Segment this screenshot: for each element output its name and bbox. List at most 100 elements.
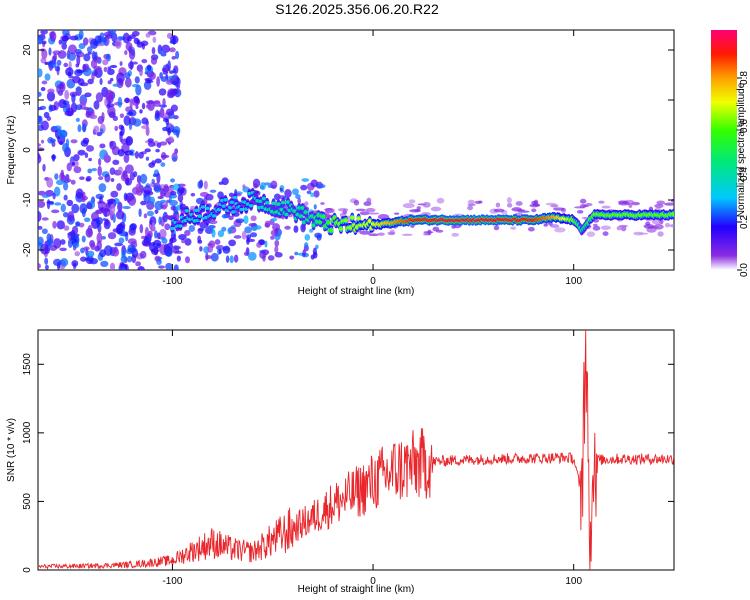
- heatmap-noise-blob: [52, 220, 57, 229]
- heatmap-noise-blob: [74, 251, 81, 257]
- heatmap-ridge-segment: [311, 223, 316, 228]
- heatmap-noise-blob: [135, 261, 142, 267]
- heatmap-noise-blob: [157, 265, 166, 269]
- heatmap-noise-blob: [68, 52, 77, 61]
- heatmap-noise-blob: [53, 258, 62, 267]
- heatmap-noise-blob: [310, 254, 315, 260]
- heatmap-noise-blob: [167, 127, 171, 136]
- heatmap-noise-blob: [118, 166, 123, 174]
- heatmap-noise-blob: [84, 92, 92, 98]
- heatmap-noise-blob: [211, 229, 216, 238]
- heatmap-noise-blob: [143, 185, 153, 195]
- colorbar-tick-label: 0.6: [739, 119, 750, 133]
- heatmap-noise-blob: [110, 190, 119, 198]
- heatmap-ridge-segment: [317, 220, 323, 224]
- heatmap-noise-blob: [82, 64, 88, 71]
- heatmap-noise-blob: [173, 246, 180, 250]
- colorbar-label: Normalized spectral amplitude: [736, 82, 747, 217]
- heatmap-noise-blob: [104, 218, 109, 226]
- heatmap-ridge-segment: [184, 209, 190, 213]
- heatmap-noise-blob: [156, 232, 161, 240]
- heatmap-noise-blob: [87, 224, 93, 236]
- heatmap-noise-blob: [111, 248, 120, 257]
- snr-series-line: [37, 329, 675, 571]
- heatmap-noise-blob: [422, 201, 431, 208]
- heatmap-noise-blob: [124, 164, 134, 174]
- heatmap-noise-blob: [46, 200, 55, 205]
- heatmap-noise-blob: [40, 57, 47, 64]
- heatmap-noise-blob: [451, 232, 460, 237]
- heatmap-noise-blob: [51, 154, 56, 162]
- heatmap-noise-blob: [40, 87, 46, 92]
- heatmap-noise-blob: [112, 83, 120, 87]
- heatmap-noise-blob: [144, 226, 149, 237]
- heatmap-noise-blob: [170, 205, 176, 211]
- heatmap-noise-blob: [54, 173, 59, 180]
- heatmap-noise-blob: [151, 46, 156, 55]
- heatmap-noise-blob: [310, 179, 319, 188]
- heatmap-noise-blob: [295, 194, 301, 200]
- heatmap-noise-blob: [246, 237, 250, 245]
- heatmap-noise-blob: [274, 240, 280, 247]
- heatmap-noise-blob: [70, 102, 78, 113]
- heatmap-noise-blob: [54, 65, 61, 72]
- heatmap-noise-blob: [159, 141, 168, 146]
- heatmap-noise-blob: [495, 202, 501, 208]
- heatmap-noise-blob: [625, 200, 635, 203]
- heatmap-noise-blob: [145, 156, 150, 161]
- heatmap-noise-blob: [272, 223, 281, 232]
- heatmap-noise-blob: [96, 240, 102, 251]
- heatmap-noise-blob: [48, 47, 52, 56]
- heatmap-noise-blob: [160, 199, 167, 204]
- heatmap-noise-blob: [359, 211, 370, 216]
- heatmap-noise-blob: [41, 40, 47, 45]
- heatmap-noise-blob: [107, 80, 112, 85]
- heatmap-noise-blob: [304, 201, 309, 206]
- heatmap-noise-blob: [151, 221, 155, 231]
- heatmap-noise-blob: [66, 178, 72, 183]
- heatmap-noise-blob: [651, 219, 662, 225]
- heatmap-noise-blob: [129, 98, 133, 109]
- heatmap-noise-blob: [44, 73, 51, 81]
- heatmap-noise-blob: [300, 184, 308, 191]
- heatmap-noise-blob: [653, 223, 664, 230]
- heatmap-noise-blob: [124, 77, 132, 88]
- heatmap-ridge-segment: [349, 215, 355, 220]
- heatmap-ridge-segment: [200, 205, 206, 209]
- heatmap-noise-blob: [82, 37, 89, 46]
- heatmap-noise-blob: [247, 251, 257, 261]
- heatmap-noise-blob: [242, 184, 246, 189]
- heatmap-noise-blob: [168, 70, 174, 74]
- heatmap-noise-blob: [38, 36, 43, 45]
- heatmap-noise-blob: [128, 122, 133, 131]
- heatmap-noise-blob: [124, 72, 131, 79]
- heatmap-noise-blob: [101, 236, 107, 240]
- heatmap-noise-blob: [353, 199, 360, 206]
- heatmap-noise-blob: [228, 215, 234, 221]
- heatmap-noise-blob: [173, 233, 177, 240]
- heatmap-ridge-segment: [276, 202, 281, 206]
- heatmap-noise-blob: [125, 42, 133, 51]
- heatmap-noise-blob: [53, 238, 62, 249]
- heatmap-ridge-segment: [205, 206, 210, 211]
- heatmap-noise-blob: [97, 165, 102, 177]
- heatmap-noise-blob: [163, 215, 172, 219]
- heatmap-noise-blob: [87, 168, 93, 174]
- heatmap-noise-blob: [172, 156, 178, 162]
- heatmap-noise-blob: [103, 66, 108, 73]
- heatmap-noise-blob: [109, 262, 116, 270]
- heatmap-ridge-segment: [279, 207, 284, 212]
- heatmap-noise-blob: [87, 51, 92, 55]
- heatmap-noise-blob: [104, 97, 109, 107]
- heatmap-noise-blob: [643, 224, 655, 229]
- heatmap-noise-blob: [510, 226, 517, 230]
- heatmap-noise-blob: [75, 87, 82, 91]
- heatmap-noise-blob: [170, 190, 177, 196]
- heatmap-ridge-segment: [367, 219, 373, 223]
- heatmap-noise-blob: [155, 148, 160, 153]
- heatmap-noise-blob: [120, 255, 128, 263]
- heatmap-noise-blob: [145, 100, 155, 105]
- heatmap-x-label: Height of straight line (km): [298, 286, 415, 297]
- heatmap-noise-blob: [600, 225, 611, 231]
- heatmap-noise-blob: [297, 197, 302, 205]
